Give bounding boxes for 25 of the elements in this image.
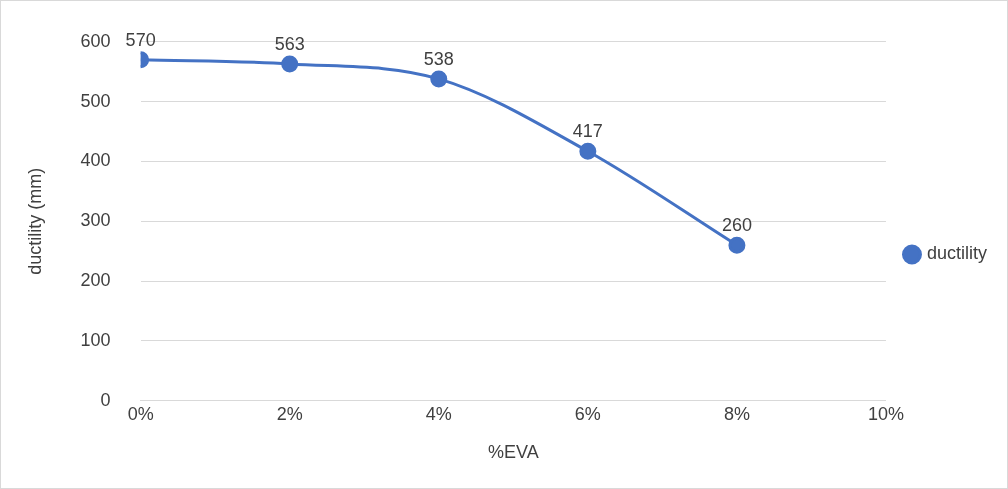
data-label: 570	[125, 29, 156, 50]
point	[281, 55, 299, 73]
y-tick-label: 200	[80, 270, 111, 291]
y-tick-label: 0	[100, 389, 111, 410]
y-tick-label: 300	[80, 210, 111, 231]
x-tick-label: 6%	[574, 403, 601, 424]
point	[728, 236, 746, 254]
point	[430, 70, 448, 88]
legend-label: ductility	[926, 243, 988, 264]
data-label: 417	[572, 121, 603, 142]
x-tick-label: 8%	[723, 403, 750, 424]
y-tick-label: 500	[80, 90, 111, 111]
x-tick-label: 2%	[276, 403, 303, 424]
point	[579, 142, 597, 160]
x-tick-label: 4%	[425, 403, 452, 424]
y-tick-label: 400	[80, 150, 111, 171]
x-tick-label: 0%	[127, 403, 154, 424]
y-tick-label: 100	[80, 329, 111, 350]
x-tick-label: 10%	[867, 403, 904, 424]
data-label: 538	[423, 48, 454, 69]
x-axis-title: %EVA	[487, 442, 539, 463]
data-label: 260	[721, 215, 752, 236]
data-label: 563	[274, 33, 305, 54]
y-axis-title: ductility (mm)	[24, 167, 45, 275]
y-tick-label: 600	[80, 30, 111, 51]
